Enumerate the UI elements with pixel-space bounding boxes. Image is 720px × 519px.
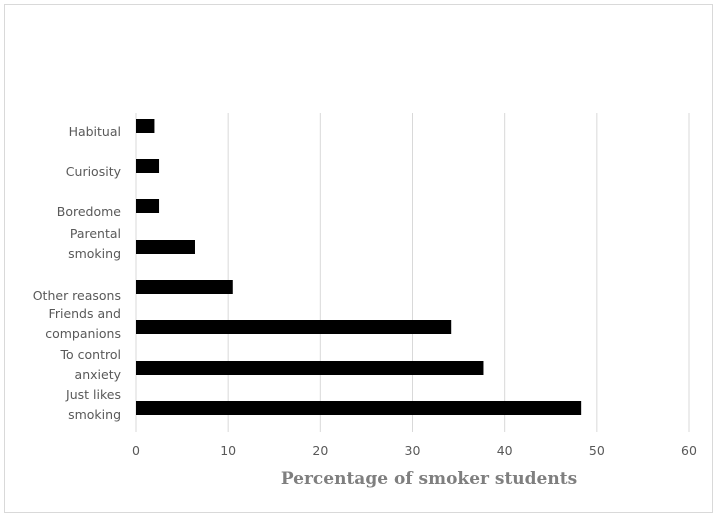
bar [136,320,452,334]
category-label: companions [45,326,121,341]
category-label: Friends and [49,306,121,321]
x-tick-label: 10 [220,443,236,458]
x-axis-label: Percentage of smoker students [281,469,577,489]
category-label: To control [60,347,121,362]
x-tick-label: 50 [589,443,605,458]
x-tick-label: 60 [681,443,697,458]
bar [136,240,195,254]
category-label: Habitual [69,124,121,139]
bar [136,159,160,173]
x-tick-label: 40 [497,443,513,458]
category-label: Curiosity [66,164,122,179]
bar [136,401,582,415]
bar [136,361,484,375]
chart-frame [4,4,713,513]
x-tick-label: 30 [405,443,421,458]
category-label: Boredome [57,204,122,219]
category-label: smoking [68,246,121,261]
bar [136,280,233,294]
category-label: Just likes [65,387,121,402]
bar [136,119,155,133]
category-label: anxiety [75,367,122,382]
x-tick-label: 20 [312,443,328,458]
category-label: Parental [70,226,121,241]
category-label: smoking [68,407,121,422]
category-label: Other reasons [33,288,121,303]
bar [136,199,160,213]
x-tick-label: 0 [132,443,140,458]
